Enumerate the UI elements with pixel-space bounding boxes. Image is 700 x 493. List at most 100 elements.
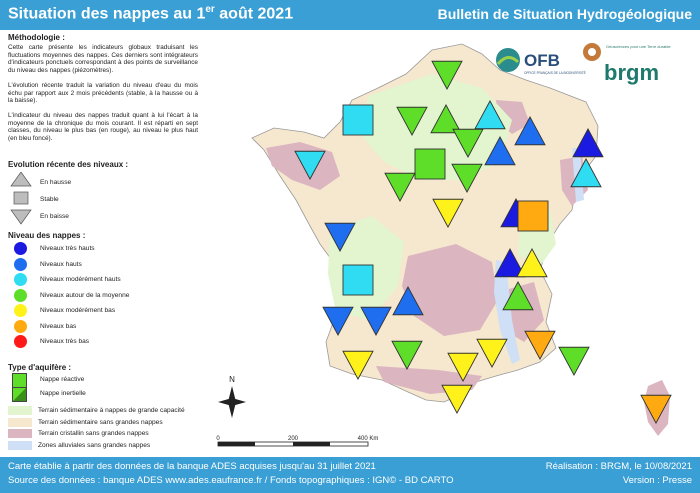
legend-stable: Stable (40, 196, 59, 203)
falling-marker (640, 394, 672, 424)
rising-marker (474, 100, 506, 130)
level-color-icon (14, 257, 27, 271)
level-label: Niveaux bas (40, 322, 77, 330)
falling-marker (322, 306, 354, 336)
stable-marker (342, 264, 374, 296)
falling-marker (396, 106, 428, 136)
rising-marker (494, 248, 526, 278)
legend-panel: Méthodologie : Cette carte présente les … (0, 30, 200, 457)
level-label: Niveaux très hauts (40, 245, 95, 252)
level-color-icon (14, 335, 27, 348)
bulletin-title: Bulletin de Situation Hydrogéologique (437, 6, 692, 22)
level-label: Niveaux autour de la moyenne (40, 291, 130, 299)
footer-bar: Carte établie à partir des données de la… (0, 457, 700, 493)
methodology-text-1: Cette carte présente les indicateurs glo… (8, 44, 198, 74)
falling-marker (558, 346, 590, 376)
falling-marker (476, 338, 508, 368)
stable-marker (414, 148, 446, 180)
terrain-label: Zones alluviales sans grandes nappes (38, 441, 151, 449)
footer-data-note: Carte établie à partir des données de la… (8, 461, 376, 472)
scale-label-0: 0 (216, 436, 220, 442)
falling-marker (452, 128, 484, 158)
scale-bar: 0 200 400 Km (216, 436, 379, 447)
title-main: Situation des nappes au 1 (8, 5, 206, 23)
nappe-markers (294, 60, 672, 424)
ofb-logo: OFB OFFICE FRANÇAIS DE LA BIODIVERSITÉ (496, 48, 586, 75)
brgm-logo: Géosciences pour une Terre durable brgm (583, 43, 671, 85)
falling-marker (524, 330, 556, 360)
title-superscript: er (205, 4, 215, 15)
north-arrow: N (218, 375, 246, 418)
falling-marker (342, 350, 374, 380)
rising-marker (572, 128, 604, 158)
falling-marker (431, 60, 463, 90)
stable-marker (342, 104, 374, 136)
hausse-arrow-icon (10, 172, 32, 187)
rising-marker (392, 286, 424, 316)
baisse-arrow-icon (10, 209, 32, 225)
terrain-swatch (8, 429, 32, 438)
stable-square-icon (13, 191, 29, 205)
falling-marker (391, 340, 423, 370)
level-label: Niveaux très bas (40, 338, 90, 345)
level-color-icon (14, 304, 27, 317)
page-title: Situation des nappes au 1er août 2021 (8, 4, 293, 23)
france-map: N 0 200 400 Km OFB OFFICE FRANÇAIS DE LA… (200, 30, 700, 457)
legend-reactive: Nappe réactive (40, 376, 85, 383)
falling-marker (441, 384, 473, 414)
rising-marker (514, 116, 546, 146)
legend-baisse: En baisse (40, 213, 69, 220)
legend-hausse: En hausse (40, 179, 72, 186)
level-color-icon (14, 288, 27, 302)
ofb-logo-icon (496, 48, 520, 72)
terrain-label: Terrain sédimentaire à nappes de grande … (38, 407, 185, 414)
level-color-icon (14, 319, 27, 333)
header-bar: Situation des nappes au 1er août 2021 Bu… (0, 0, 700, 30)
brgm-logo-text: brgm (604, 60, 659, 85)
footer-version: Version : Presse (622, 475, 692, 486)
terrain-label: Terrain cristallin sans grandes nappes (38, 430, 149, 437)
falling-marker (447, 352, 479, 382)
ofb-logo-subtitle: OFFICE FRANÇAIS DE LA BIODIVERSITÉ (524, 70, 586, 75)
footer-realisation: Réalisation : BRGM, le 10/08/2021 (545, 461, 692, 472)
scale-label-200: 200 (288, 436, 299, 442)
methodology-heading: Méthodologie : (8, 33, 65, 42)
inertial-aquifer-icon (12, 387, 27, 402)
evolution-symbols (10, 172, 32, 225)
rising-marker (430, 104, 462, 134)
north-label: N (229, 375, 235, 384)
falling-marker (324, 222, 356, 252)
north-arrow-icon (228, 386, 236, 402)
terrain-label: Terrain sédimentaire sans grandes nappes (38, 418, 163, 426)
level-color-icon (14, 242, 27, 255)
levels-heading: Niveau des nappes : (8, 231, 86, 240)
rising-marker (516, 248, 548, 278)
terrain-swatch (8, 417, 32, 427)
falling-marker (360, 306, 392, 336)
legend-inertial: Nappe inertielle (40, 390, 86, 397)
falling-marker (384, 172, 416, 202)
methodology-text-2: L'évolution récente traduit la variation… (8, 82, 198, 105)
scale-label-400: 400 Km (358, 436, 379, 442)
level-label: Niveaux modérément bas (40, 307, 116, 314)
falling-marker (294, 150, 326, 180)
level-color-icon (14, 273, 27, 286)
falling-marker (451, 163, 483, 193)
falling-marker (432, 198, 464, 228)
level-label: Niveaux hauts (40, 260, 82, 268)
aquifer-heading: Type d'aquifère : (8, 363, 72, 372)
ofb-logo-text: OFB (524, 51, 560, 70)
rising-marker (570, 158, 602, 188)
methodology-text-3: L'indicateur du niveau des nappes tradui… (8, 112, 198, 142)
brgm-tagline: Géosciences pour une Terre durable (606, 44, 671, 49)
level-label: Niveaux modérément hauts (40, 276, 121, 283)
rising-marker (502, 281, 534, 311)
title-date: août 2021 (214, 5, 294, 23)
terrain-swatch (8, 406, 32, 415)
rising-marker (484, 136, 516, 166)
terrain-swatch (8, 440, 32, 450)
footer-sources: Source des données : banque ADES www.ade… (8, 475, 454, 486)
stable-marker (517, 200, 549, 232)
evolution-heading: Evolution récente des niveaux : (8, 160, 129, 169)
